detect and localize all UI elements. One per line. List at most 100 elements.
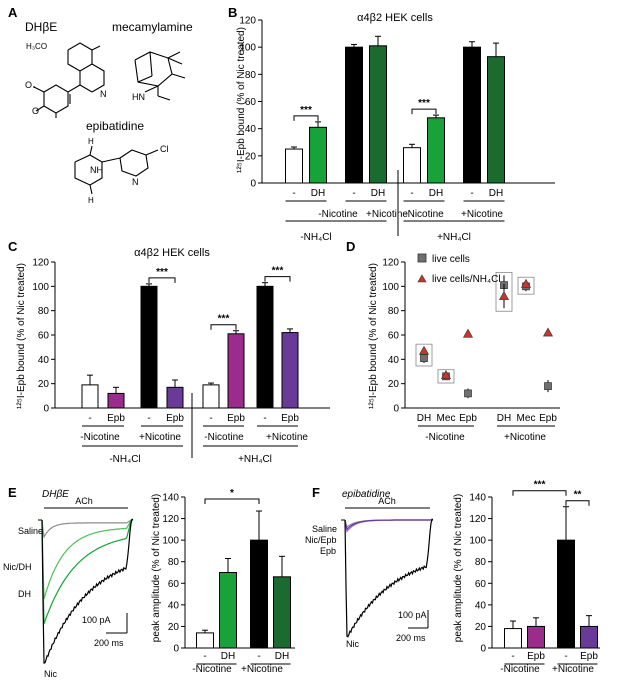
significance-bracket	[148, 277, 176, 283]
group-label: -Nicotine	[500, 664, 540, 675]
significance-bracket	[565, 500, 590, 506]
y-tick-label: 80	[245, 70, 257, 81]
category-label: DH	[311, 188, 325, 199]
bar	[369, 45, 387, 184]
significance-bracket	[210, 324, 237, 330]
group-label: -Nicotine	[80, 432, 120, 443]
y-axis-label: peak amplitude (% of Nic treated)	[151, 494, 162, 642]
y-tick-label: 60	[168, 579, 180, 590]
dhbe-structure	[33, 42, 105, 118]
panel-label-e: E	[8, 485, 17, 500]
y-tick-label: 140	[469, 493, 486, 504]
category-label: -	[263, 413, 266, 424]
category-label: DH	[221, 651, 235, 662]
atom-cl: Cl	[160, 144, 169, 154]
panel-label-b: B	[228, 5, 237, 20]
trace-nic	[41, 518, 134, 664]
category-label: -	[352, 188, 355, 199]
compound-name-mecamylamine: mecamylamine	[112, 20, 193, 34]
bar	[427, 117, 445, 184]
bar	[107, 392, 125, 409]
y-axis-label: ¹²⁵I-Epb bound (% of Nic treated)	[368, 263, 379, 409]
category-label: DH	[275, 651, 289, 662]
group-label: -Nicotine	[192, 664, 232, 675]
current-traces	[341, 518, 434, 638]
category-label: -	[564, 651, 567, 662]
data-point-square	[420, 354, 428, 362]
data-point-triangle	[520, 278, 532, 288]
chart-title: α4β2 HEK cells	[134, 247, 210, 259]
group-label: -Nicotine	[204, 432, 244, 443]
significance-label: **	[574, 490, 582, 501]
significance-label: ***	[272, 266, 284, 277]
overlap-box	[517, 276, 535, 295]
category-label: DH	[497, 413, 511, 424]
y-tick-label: 120	[469, 514, 486, 525]
trace-label-nic-dh: Nic/DH	[3, 562, 32, 572]
bar	[285, 148, 303, 184]
y-tick-label: 100	[32, 282, 49, 293]
panel-label-c: C	[8, 239, 18, 254]
y-tick-label: 40	[38, 355, 50, 366]
category-label: DH	[489, 188, 503, 199]
y-tick-label: 80	[388, 306, 400, 317]
y-tick-label: 40	[388, 355, 400, 366]
y-tick-label: 60	[388, 331, 400, 342]
atom-h-top: H	[88, 137, 94, 146]
y-tick-label: 0	[250, 179, 256, 190]
chart-d: ¹²⁵I-Epb bound (% of Nic treated) 0 20 40 6…	[368, 253, 560, 443]
category-label: Epb	[281, 413, 299, 424]
traces-f: epibatidine ACh Saline Nic/Epb Epb Nic 1…	[305, 489, 434, 649]
plot-area: 0 20 40 60 80 100 120 - DH - DH - DH - DH *** ***	[239, 16, 555, 236]
significance-label: ***	[218, 314, 230, 325]
y-tick-label: 0	[393, 404, 399, 415]
plot-area: 0 20 40 60 80 100 120 140 - DH - DH *	[162, 488, 295, 665]
category-label: Epb	[580, 651, 598, 662]
bar	[557, 539, 575, 649]
chart-title: DHβE	[42, 489, 69, 500]
data-point-square	[464, 389, 472, 398]
trace-label-nic-epb: Nic/Epb	[305, 535, 337, 545]
significance-label: *	[230, 488, 234, 499]
y-tick-label: 100	[162, 536, 179, 547]
y-tick-label: 20	[168, 622, 180, 633]
trace-saline	[41, 519, 133, 539]
bar	[250, 539, 268, 649]
y-tick-label: 80	[475, 557, 487, 568]
mecamylamine-structure	[134, 51, 186, 101]
trace-label-nic: Nic	[44, 669, 57, 679]
chart-f: peak amplitude (% of Nic treated) 0 20 40 6…	[453, 480, 600, 675]
y-tick-label: 120	[382, 258, 399, 269]
category-label: -	[147, 413, 150, 424]
atom-n-pyridine: N	[132, 177, 139, 187]
y-tick-label: 120	[162, 514, 179, 525]
category-label: -	[209, 413, 212, 424]
y-tick-label: 80	[168, 557, 180, 568]
data-point-triangle	[462, 328, 474, 338]
data-point-triangle	[498, 290, 510, 300]
category-label: Epb	[539, 413, 557, 424]
y-tick-label: 100	[469, 536, 486, 547]
scale-label-current: 100 pA	[398, 610, 427, 620]
legend-label: live cells/NH₄Cl	[432, 274, 501, 285]
bar	[309, 126, 327, 184]
y-tick-label: 60	[245, 97, 257, 108]
y-tick-label: 120	[239, 16, 256, 27]
scale-label-time: 200 ms	[396, 633, 426, 643]
y-tick-label: 0	[173, 644, 179, 655]
bar	[227, 333, 245, 409]
condition-label: +NH₄Cl	[437, 232, 471, 243]
data-point-square	[544, 382, 552, 390]
y-tick-label: 120	[32, 258, 49, 269]
significance-label: ***	[156, 267, 168, 278]
y-tick-label: 60	[475, 579, 487, 590]
y-tick-label: 80	[38, 306, 50, 317]
atom-nh: NH	[90, 165, 103, 175]
scale-label-time: 200 ms	[94, 638, 124, 648]
category-label: Epb	[166, 413, 184, 424]
category-label: Mec	[437, 413, 456, 424]
bar	[140, 285, 158, 409]
category-label: Epb	[107, 413, 125, 424]
chart-title: α4β2 HEK cells	[357, 12, 433, 24]
y-tick-label: 0	[480, 644, 486, 655]
